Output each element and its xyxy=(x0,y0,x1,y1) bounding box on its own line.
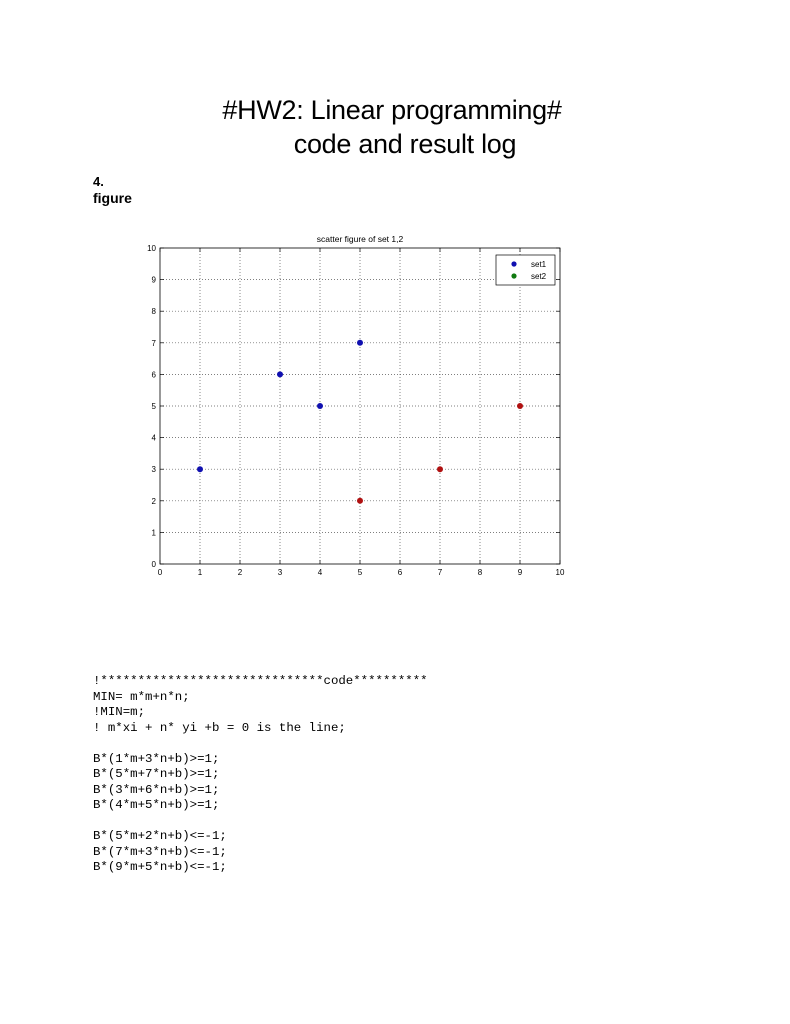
x-tick-label: 3 xyxy=(278,568,283,577)
x-tick-label: 10 xyxy=(556,568,565,577)
section-label: figure xyxy=(93,190,132,206)
x-tick-label: 8 xyxy=(478,568,483,577)
code-line: !MIN=m; xyxy=(93,705,146,719)
y-tick-label: 4 xyxy=(152,434,157,443)
code-line: B*(5*m+2*n+b)<=-1; xyxy=(93,829,227,843)
y-tick-label: 5 xyxy=(152,402,157,411)
code-block: !******************************code*****… xyxy=(93,674,428,876)
code-line: B*(5*m+7*n+b)>=1; xyxy=(93,767,220,781)
y-tick-label: 1 xyxy=(152,528,157,537)
legend-marker-set1 xyxy=(511,261,517,267)
page-title: #HW2: Linear programming# code and resul… xyxy=(0,93,790,161)
y-tick-label: 3 xyxy=(152,465,157,474)
data-point-set2 xyxy=(517,403,523,409)
code-line: B*(9*m+5*n+b)<=-1; xyxy=(93,860,227,874)
y-tick-label: 6 xyxy=(152,370,157,379)
y-tick-label: 10 xyxy=(147,244,156,253)
y-tick-label: 8 xyxy=(152,307,157,316)
y-tick-label: 9 xyxy=(152,276,157,285)
scatter-chart: scatter figure of set 1,2 0 1 2 3 4 5 6 7 8 9 10 0 1 2… xyxy=(147,234,565,577)
chart-title: scatter figure of set 1,2 xyxy=(317,234,404,244)
title-line-2: code and result log xyxy=(293,129,517,159)
x-tick-label: 0 xyxy=(158,568,163,577)
data-point-set2 xyxy=(437,466,443,473)
title-line-1: #HW2: Linear programming# xyxy=(222,95,562,125)
legend-label-set2: set2 xyxy=(531,272,547,281)
code-blank-line xyxy=(93,736,428,752)
section-number: 4. xyxy=(93,174,104,189)
y-tick-label: 2 xyxy=(152,497,157,506)
y-tick-label: 7 xyxy=(152,339,157,348)
x-tick-label: 1 xyxy=(198,568,203,577)
code-line: B*(4*m+5*n+b)>=1; xyxy=(93,798,220,812)
data-point-set2 xyxy=(357,497,363,504)
code-line: B*(7*m+3*n+b)<=-1; xyxy=(93,844,227,859)
x-tick-label: 4 xyxy=(318,568,323,577)
x-tick-label: 2 xyxy=(238,568,243,577)
code-line: ! m*xi + n* yi +b = 0 is the line; xyxy=(93,720,346,735)
code-line: B*(1*m+3*n+b)>=1; xyxy=(93,751,220,766)
data-point-set1 xyxy=(357,339,363,346)
data-point-set1 xyxy=(317,403,323,409)
x-tick-label: 9 xyxy=(518,568,523,577)
data-point-set1 xyxy=(197,466,203,473)
legend-marker-set2 xyxy=(511,273,517,279)
code-line: MIN= m*m+n*n; xyxy=(93,689,190,704)
x-tick-label: 6 xyxy=(398,568,403,577)
code-line: B*(3*m+6*n+b)>=1; xyxy=(93,782,220,797)
legend-box xyxy=(495,254,556,286)
data-point-set1 xyxy=(277,371,283,378)
code-line: !******************************code*****… xyxy=(93,674,428,688)
x-tick-label: 5 xyxy=(358,568,363,577)
y-tick-label: 0 xyxy=(152,560,157,569)
x-tick-label: 7 xyxy=(438,568,443,577)
legend-label-set1: set1 xyxy=(531,260,547,269)
code-blank-line xyxy=(93,814,428,830)
